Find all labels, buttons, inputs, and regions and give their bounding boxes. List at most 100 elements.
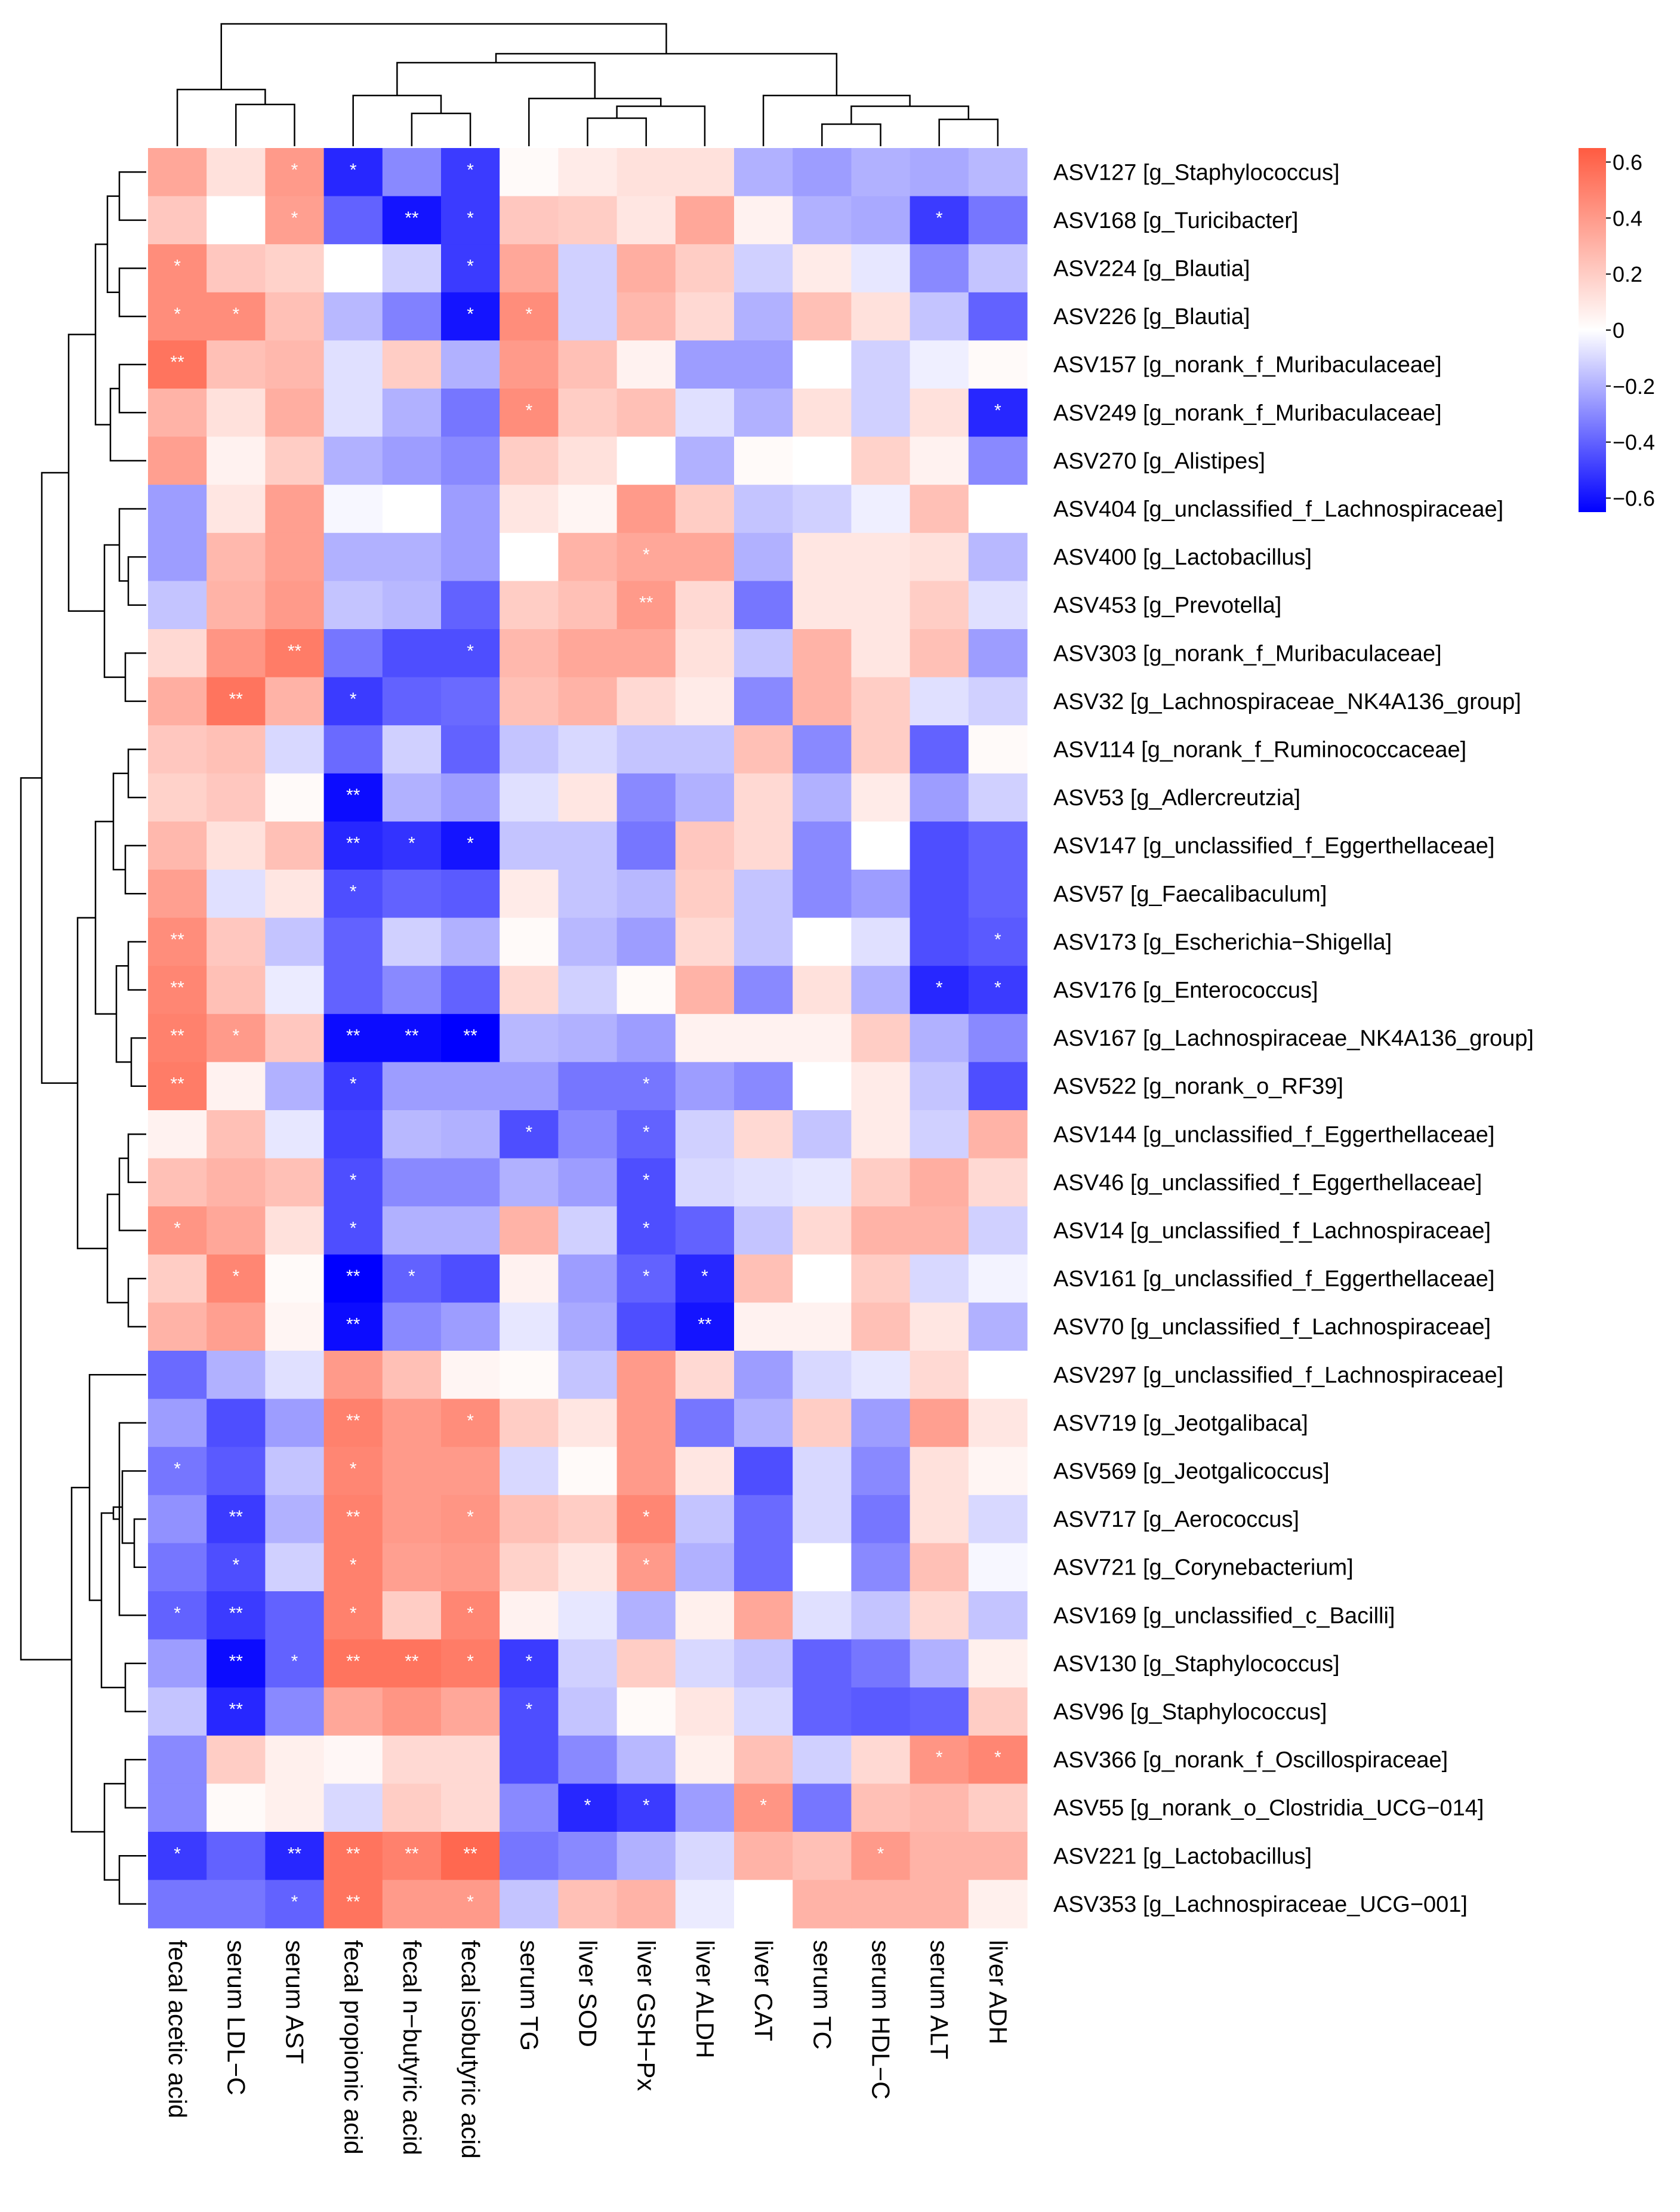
heatmap-cell (382, 581, 442, 630)
significance-marker: ** (405, 1026, 419, 1046)
heatmap-cell (851, 966, 911, 1015)
row-label: ASV70 [g_unclassified_f_Lachnospiraceae] (1053, 1315, 1491, 1340)
dendrogram-branch (133, 1518, 146, 1568)
heatmap-cell (968, 629, 1028, 678)
heatmap-cell (910, 244, 969, 293)
heatmap-cell (323, 1783, 383, 1832)
heatmap-cell (382, 389, 442, 438)
heatmap-cell (968, 917, 1028, 966)
heatmap-cell (910, 1783, 969, 1832)
heatmap-cell (441, 870, 500, 919)
heatmap-cell (206, 1735, 266, 1784)
heatmap-cell (382, 1062, 442, 1111)
heatmap-cell (382, 629, 442, 678)
heatmap-cell (206, 917, 266, 966)
row-label: ASV221 [g_Lactobacillus] (1053, 1844, 1312, 1869)
heatmap-cell (675, 677, 735, 726)
significance-marker: * (174, 1219, 181, 1239)
row-label: ASV53 [g_Adlercreutzia] (1053, 785, 1300, 811)
heatmap-cell (734, 196, 793, 245)
row-label: ASV453 [g_Prevotella] (1053, 593, 1281, 618)
heatmap-cell (323, 1158, 383, 1207)
heatmap-cell (206, 1158, 266, 1207)
heatmap-cell (616, 1783, 676, 1832)
heatmap-cell (148, 485, 207, 534)
heatmap-cell (793, 1591, 852, 1640)
row-label: ASV127 [g_Staphylococcus] (1053, 160, 1340, 185)
dendrogram-branch (127, 748, 146, 799)
dendrogram-branch (106, 1193, 128, 1304)
dendrogram-branch (20, 777, 72, 1660)
heatmap-cell (968, 1591, 1028, 1640)
heatmap-cell (265, 1880, 325, 1928)
significance-marker: * (525, 1122, 532, 1142)
heatmap-cell (500, 966, 559, 1015)
heatmap-cell (323, 389, 383, 438)
heatmap-cell (910, 1013, 969, 1062)
heatmap-cell (910, 966, 969, 1015)
heatmap-cell (500, 725, 559, 774)
significance-marker: * (643, 1170, 650, 1190)
significance-marker: * (174, 1603, 181, 1623)
significance-marker: ** (229, 1700, 243, 1720)
heatmap-cell (675, 629, 735, 678)
heatmap-cell (616, 773, 676, 822)
heatmap-cell (382, 1687, 442, 1736)
heatmap-cell (968, 1158, 1028, 1207)
heatmap-cell (793, 629, 852, 678)
heatmap-cell (734, 1543, 793, 1592)
heatmap-cell (968, 581, 1028, 630)
heatmap-cell (851, 629, 911, 678)
heatmap-cell (793, 1639, 852, 1688)
heatmap-cell (148, 629, 207, 678)
heatmap-cell (500, 1543, 559, 1592)
column-label: liver ALDH (691, 1940, 719, 2058)
heatmap-cell (441, 917, 500, 966)
heatmap-cell (441, 196, 500, 245)
significance-marker: ** (346, 1267, 360, 1286)
heatmap-cell (265, 821, 325, 870)
heatmap-cell (265, 629, 325, 678)
heatmap-cell (500, 340, 559, 389)
significance-marker: * (643, 1796, 650, 1816)
row-label: ASV249 [g_norank_f_Muribaculaceae] (1053, 400, 1442, 426)
heatmap-cell (265, 1591, 325, 1640)
heatmap-cell (265, 1351, 325, 1400)
heatmap-cell (910, 1591, 969, 1640)
heatmap-cell (382, 1639, 442, 1688)
heatmap-cell (148, 532, 207, 581)
heatmap-cell (323, 581, 383, 630)
heatmap-cell (968, 725, 1028, 774)
significance-marker: * (643, 1219, 650, 1239)
heatmap-cell (148, 917, 207, 966)
heatmap-cell (441, 629, 500, 678)
heatmap-cell (323, 1110, 383, 1159)
heatmap-cell (148, 1398, 207, 1447)
heatmap-cell (148, 1110, 207, 1159)
heatmap-cell (558, 1639, 618, 1688)
heatmap-cell (675, 1254, 735, 1303)
heatmap-cell (851, 1351, 911, 1400)
heatmap-cell (734, 821, 793, 870)
heatmap-cell (323, 1687, 383, 1736)
row-label: ASV176 [g_Enterococcus] (1053, 978, 1318, 1003)
heatmap-cell (148, 389, 207, 438)
heatmap-cell (675, 1543, 735, 1592)
heatmap-cell (968, 1013, 1028, 1062)
heatmap-cell (441, 1447, 500, 1496)
heatmap-cell (851, 1206, 911, 1255)
significance-marker: ** (463, 1026, 477, 1046)
heatmap-cell (148, 1543, 207, 1592)
color-legend: 0.6 0.4 0.2 0 −0.2 −0.4 −0.6 (1579, 148, 1655, 512)
heatmap-cell (851, 773, 911, 822)
heatmap-cell (148, 725, 207, 774)
heatmap-cell (968, 821, 1028, 870)
significance-marker: * (467, 1603, 474, 1623)
heatmap-cell (616, 1351, 676, 1400)
heatmap-cell (441, 966, 500, 1015)
heatmap-cell (793, 1543, 852, 1592)
dendrogram-branch (396, 61, 596, 98)
heatmap-cell (851, 532, 911, 581)
heatmap-cell (500, 485, 559, 534)
heatmap-cell (910, 436, 969, 485)
